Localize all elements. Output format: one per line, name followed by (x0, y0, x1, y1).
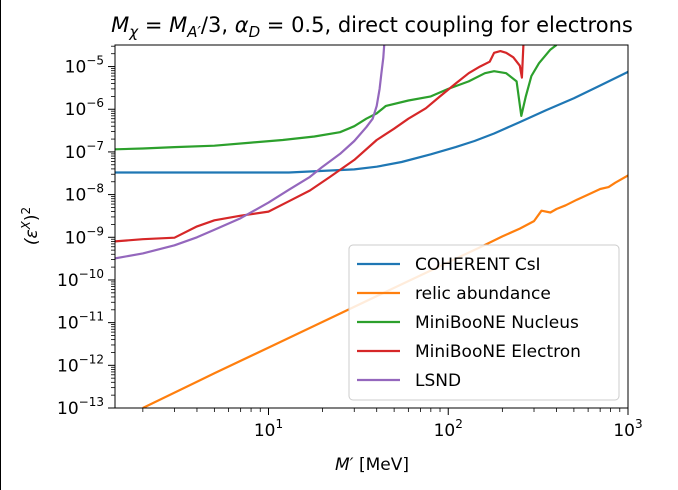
legend-label-coherent-csi: COHERENT CsI (415, 255, 541, 275)
y-tick-label: 10−6 (65, 96, 104, 120)
legend: COHERENT CsI relic abundance MiniBooNE Nuc… (348, 244, 620, 401)
series-line-coherent-csi (115, 70, 628, 174)
y-tick-label: 10−7 (65, 139, 104, 163)
y-tick-label: 10−5 (65, 54, 104, 78)
y-tick-label: 10−11 (57, 310, 104, 334)
x-tick-label: 103 (613, 417, 642, 441)
y-tick-label: 10−12 (57, 352, 104, 376)
chart-title: Mχ = MA′/3, αD = 0.5, direct coupling fo… (111, 13, 633, 41)
x-axis-label: M′ [MeV] (335, 455, 409, 475)
legend-label-miniboone-electron: MiniBooNE Electron (415, 342, 581, 362)
y-tick-label: 10−9 (65, 224, 104, 248)
legend-box (348, 244, 620, 401)
legend-label-lsnd: LSND (415, 371, 461, 391)
y-tick-label: 10−13 (57, 395, 104, 419)
legend-label-relic-abundance: relic abundance (415, 284, 551, 304)
series-line-lsnd (115, 45, 386, 260)
y-tick-label: 10−8 (65, 182, 104, 206)
plot-frame (114, 44, 629, 409)
window-edge (0, 0, 1, 490)
y-axis-label: (εX)2 (19, 207, 42, 245)
series-line-miniboone-nucleus (115, 45, 558, 151)
x-tick-label: 101 (254, 417, 283, 441)
series-line-miniboone-electron (115, 45, 525, 243)
ticks-layer: 101 102 103 10−13 10−12 10−11 10−10 10−9 10−8 10−… (57, 45, 643, 441)
series-line-relic-abundance (142, 174, 628, 408)
legend-label-miniboone-nucleus: MiniBooNE Nucleus (415, 313, 579, 333)
series-layer (115, 45, 628, 408)
y-tick-label: 10−10 (57, 267, 104, 291)
x-tick-label: 102 (434, 417, 463, 441)
